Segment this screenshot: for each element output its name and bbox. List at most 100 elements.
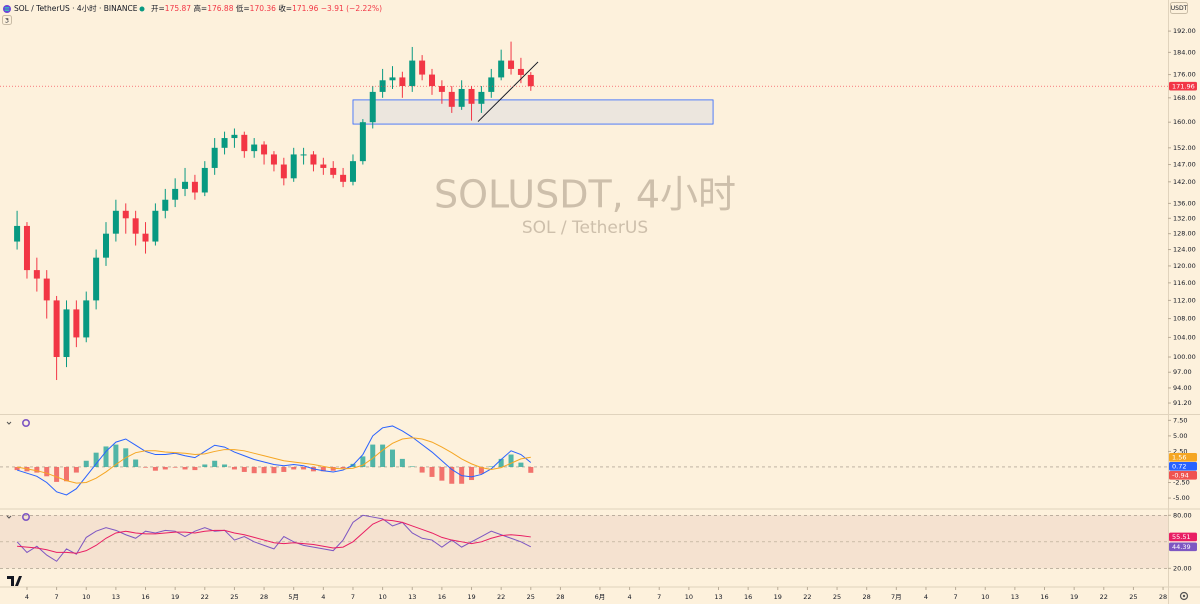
value-tag bbox=[1169, 470, 1197, 480]
settings-button[interactable] bbox=[1179, 591, 1189, 601]
indicators-toggle[interactable] bbox=[2, 15, 12, 25]
candle-body bbox=[191, 181, 198, 193]
y-tick-label: 136.00 bbox=[1173, 199, 1196, 207]
candle-body bbox=[330, 167, 337, 175]
y-tick-label: 120.00 bbox=[1173, 262, 1196, 270]
candle-body bbox=[399, 77, 406, 87]
value-tag bbox=[1169, 542, 1197, 552]
histogram-bar bbox=[271, 466, 277, 474]
histogram-bar bbox=[281, 466, 287, 472]
candle-body bbox=[280, 164, 287, 179]
candle-body bbox=[389, 77, 396, 81]
x-tick-label: 13 bbox=[408, 593, 416, 601]
y-tick-label: -5.00 bbox=[1173, 494, 1190, 502]
watermark-subtitle: SOL / TetherUS bbox=[522, 218, 648, 238]
x-tick-label: 10 bbox=[685, 593, 693, 601]
y-tick-label: 192.00 bbox=[1173, 27, 1196, 35]
candle-body bbox=[23, 225, 30, 271]
histogram-bar bbox=[93, 452, 99, 467]
x-tick-label: 19 bbox=[467, 593, 475, 601]
histogram-bar bbox=[63, 466, 69, 482]
histogram-bar bbox=[222, 464, 228, 467]
x-tick-label: 16 bbox=[1040, 593, 1048, 601]
candle-body bbox=[201, 167, 208, 193]
histogram-bar bbox=[478, 466, 484, 474]
x-tick-label: 7 bbox=[954, 593, 958, 601]
y-tick-label: 108.00 bbox=[1173, 315, 1196, 323]
indicators-count: 3 bbox=[5, 16, 9, 24]
y-tick-label: 184.00 bbox=[1173, 48, 1196, 56]
x-tick-label: 25 bbox=[527, 593, 535, 601]
candle-body bbox=[517, 68, 524, 75]
last-price-label: 171.96 bbox=[1172, 82, 1195, 90]
histogram-bar bbox=[34, 466, 40, 473]
market-status[interactable] bbox=[139, 6, 145, 12]
last-price-tag bbox=[1169, 81, 1197, 91]
candle-body bbox=[43, 278, 50, 301]
y-tick-label: 142.00 bbox=[1173, 178, 1196, 186]
symbol-title[interactable]: SOL / TetherUS · 4小时 · BINANCE bbox=[14, 3, 138, 13]
x-tick-label: 25 bbox=[230, 593, 238, 601]
histogram-bar bbox=[360, 456, 366, 467]
histogram-bar bbox=[83, 460, 89, 467]
tradingview-logo[interactable] bbox=[7, 576, 22, 586]
x-tick-label: 4 bbox=[25, 593, 29, 601]
ohlc-label: 开= bbox=[151, 4, 165, 13]
histogram-bar bbox=[231, 466, 237, 470]
candle-body bbox=[73, 309, 80, 338]
x-tick-label: 13 bbox=[714, 593, 722, 601]
histogram-bar bbox=[518, 462, 524, 467]
histogram-bar bbox=[419, 466, 425, 473]
pane-collapse[interactable] bbox=[6, 421, 12, 425]
x-tick-label: 16 bbox=[438, 593, 446, 601]
ohlc-label: 高= bbox=[193, 3, 207, 13]
y-tick-label: 20.00 bbox=[1173, 564, 1192, 572]
candle-body bbox=[33, 270, 40, 279]
value-tag-label: 44.39 bbox=[1172, 543, 1191, 551]
x-tick-label: 10 bbox=[378, 593, 386, 601]
candle-body bbox=[53, 300, 60, 358]
y-tick-label: 124.00 bbox=[1173, 246, 1196, 254]
currency-label: USDT bbox=[1171, 5, 1188, 12]
y-tick-label: 168.00 bbox=[1173, 94, 1196, 102]
histogram-bar bbox=[251, 466, 257, 474]
x-tick-label: 13 bbox=[112, 593, 120, 601]
candle-body bbox=[300, 154, 307, 156]
histogram-bar bbox=[73, 466, 79, 473]
candle-body bbox=[103, 233, 110, 258]
candle-body bbox=[241, 134, 248, 152]
ohlc-change: −3.91 (−2.22%) bbox=[321, 4, 382, 13]
ohlc-value: 171.96 bbox=[292, 4, 318, 13]
y-tick-label: 128.00 bbox=[1173, 230, 1196, 238]
candle-body bbox=[152, 210, 159, 242]
symbol-icon-mark bbox=[4, 7, 10, 11]
ohlc-label: 收= bbox=[278, 3, 292, 13]
candle-body bbox=[63, 309, 70, 358]
histogram-bar bbox=[182, 466, 188, 470]
pane-collapse[interactable] bbox=[6, 515, 12, 519]
indicator-icon[interactable] bbox=[21, 512, 30, 521]
y-tick-label: 91.20 bbox=[1173, 399, 1192, 407]
y-tick-label: 80.00 bbox=[1173, 511, 1192, 519]
candle-body bbox=[162, 199, 169, 211]
histogram-bar bbox=[212, 460, 218, 467]
candle-body bbox=[359, 122, 366, 162]
x-tick-label: 7 bbox=[351, 593, 355, 601]
histogram-bar bbox=[508, 454, 514, 467]
histogram-bar bbox=[320, 466, 326, 472]
value-tag bbox=[1169, 532, 1197, 542]
indicator-icon[interactable] bbox=[21, 418, 30, 427]
settings-button-center bbox=[1182, 594, 1186, 598]
x-tick-label: 22 bbox=[803, 593, 811, 601]
histogram-bar bbox=[14, 466, 20, 471]
candle-body bbox=[142, 233, 149, 242]
plot-area bbox=[0, 41, 1168, 569]
candle-body bbox=[320, 164, 327, 168]
candle-body bbox=[211, 147, 218, 168]
candle-body bbox=[231, 134, 238, 139]
currency-button[interactable] bbox=[1170, 2, 1188, 14]
x-tick-label: 28 bbox=[260, 593, 268, 601]
candle-body bbox=[448, 91, 455, 107]
value-tag bbox=[1169, 461, 1197, 471]
